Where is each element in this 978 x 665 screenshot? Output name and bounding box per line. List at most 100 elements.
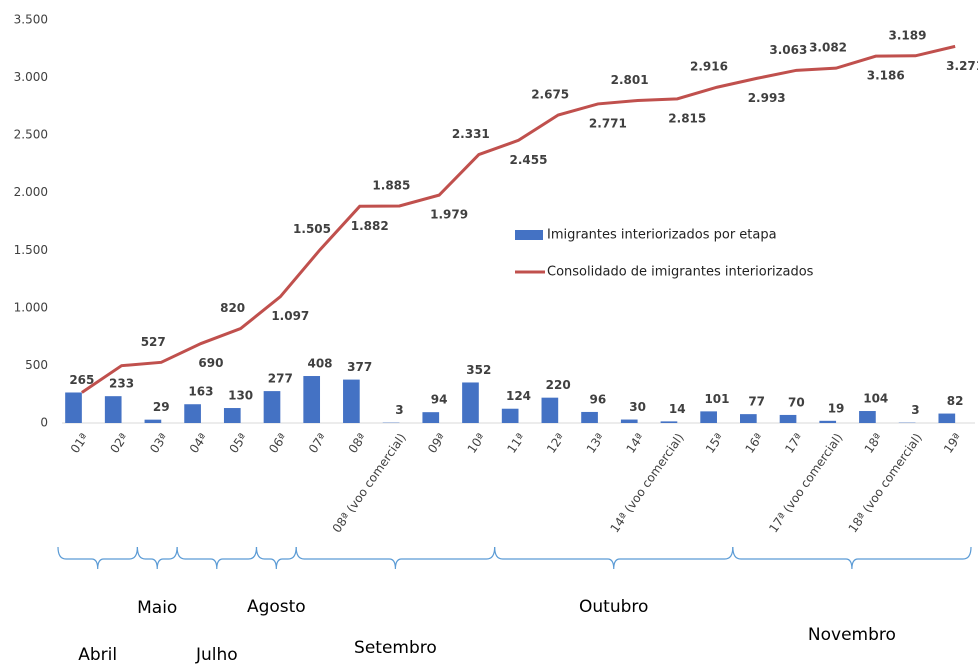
x-tick-group: 11ª <box>504 431 527 456</box>
line-label: 527 <box>141 335 166 349</box>
x-tick-label: 08ª <box>346 431 369 456</box>
bar-label: 94 <box>431 393 448 407</box>
y-tick-label: 3.500 <box>14 13 48 27</box>
x-tick-group: 17ª (voo comercial) <box>766 431 845 536</box>
x-tick-group: 04ª <box>187 431 210 456</box>
bar-label: 265 <box>69 373 94 387</box>
bar-label: 408 <box>307 357 332 371</box>
x-tick-label: 09ª <box>425 431 448 456</box>
x-tick-group: 06ª <box>266 431 289 456</box>
y-tick-label: 2.500 <box>14 128 48 142</box>
x-tick-label: 07ª <box>306 431 329 456</box>
group-label: Maio <box>137 598 177 618</box>
x-tick-label: 06ª <box>266 431 289 456</box>
line-label: 2.455 <box>510 153 548 167</box>
x-tick-label: 01ª <box>68 431 91 456</box>
x-tick-label: 12ª <box>544 431 567 456</box>
bar <box>700 411 717 423</box>
bar <box>620 419 638 423</box>
bar-label: 96 <box>590 392 607 406</box>
y-tick-label: 500 <box>25 358 48 372</box>
x-tick-label: 14ª <box>623 431 646 456</box>
bar <box>581 411 598 423</box>
x-tick-label: 08ª (voo comercial) <box>330 431 409 536</box>
x-tick-group: 01ª <box>68 431 91 456</box>
x-tick-group: 02ª <box>107 431 130 456</box>
group-label: Abril <box>78 645 117 665</box>
x-tick-group: 08ª <box>346 431 369 456</box>
line-label: 3.271 <box>946 59 978 73</box>
bar-label: 30 <box>629 400 646 414</box>
legend-swatch <box>515 230 543 240</box>
x-tick-group: 08ª (voo comercial) <box>330 431 409 536</box>
x-tick-label: 14ª (voo comercial) <box>607 431 686 536</box>
bar <box>819 420 837 423</box>
line <box>81 44 956 394</box>
y-tick-label: 2.000 <box>14 185 48 199</box>
line-label: 1.097 <box>271 309 309 323</box>
line-label: 2.993 <box>748 91 786 105</box>
group-brace <box>176 546 258 570</box>
bar <box>660 421 678 423</box>
line-label: 2.801 <box>611 73 649 87</box>
x-tick-group: 14ª (voo comercial) <box>607 431 686 536</box>
bar <box>422 412 440 423</box>
line-label: 2.771 <box>589 116 627 130</box>
x-tick-group: 19ª <box>941 431 964 456</box>
x-tick-label: 04ª <box>187 431 210 456</box>
x-tick-label: 17ª <box>782 431 805 456</box>
x-tick-label: 02ª <box>107 431 130 456</box>
x-tick-group: 07ª <box>306 431 329 456</box>
bar <box>144 419 162 423</box>
group-brace <box>732 546 972 570</box>
group-brace <box>57 546 138 570</box>
bar <box>343 379 360 423</box>
x-tick-label: 13ª <box>584 431 607 456</box>
bar-label: 277 <box>268 372 293 386</box>
line-label: 690 <box>198 356 223 370</box>
x-tick-label: 15ª <box>703 431 726 456</box>
y-tick-label: 1.500 <box>14 243 48 257</box>
bar <box>501 408 519 423</box>
bar <box>541 397 559 423</box>
x-tick-group: 15ª <box>703 431 726 456</box>
x-tick-group: 05ª <box>226 431 249 456</box>
legend-label: Consolidado de imigrantes interiorizados <box>547 265 814 280</box>
line-label: 3.186 <box>867 69 905 83</box>
line-label: 2.331 <box>452 127 490 141</box>
bar-label: 220 <box>546 378 571 392</box>
bar <box>740 414 757 423</box>
x-tick-label: 19ª <box>941 431 964 456</box>
bar-label: 130 <box>228 389 253 403</box>
group-label: Outubro <box>579 597 648 617</box>
x-tick-group: 17ª <box>782 431 805 456</box>
bar-label: 352 <box>466 363 491 377</box>
x-tick-group: 12ª <box>544 431 567 456</box>
line-label: 3.082 <box>809 41 847 55</box>
x-tick-group: 14ª <box>623 431 646 456</box>
bar-label: 163 <box>188 385 213 399</box>
x-tick-group: 16ª <box>743 431 766 456</box>
bar-label: 104 <box>863 392 888 406</box>
x-tick-group: 09ª <box>425 431 448 456</box>
bar <box>104 396 122 423</box>
x-tick-label: 18ª <box>862 431 885 456</box>
x-tick-label: 11ª <box>504 431 527 456</box>
x-tick-group: 10ª <box>465 431 488 456</box>
bar-label: 77 <box>748 395 765 409</box>
x-tick-group: 03ª <box>147 431 170 456</box>
bar-label: 82 <box>947 394 964 408</box>
legend-label: Imigrantes interiorizados por etapa <box>547 228 777 243</box>
group-label: Julho <box>195 645 238 665</box>
group-brace <box>136 546 178 570</box>
y-tick-label: 1.000 <box>14 300 48 314</box>
x-tick-group: 13ª <box>584 431 607 456</box>
x-tick-label: 16ª <box>743 431 766 456</box>
x-tick-label: 17ª (voo comercial) <box>766 431 845 536</box>
bar <box>938 413 956 423</box>
bar <box>779 414 797 423</box>
bar-label: 3 <box>911 403 919 417</box>
bar-label: 101 <box>704 392 729 406</box>
group-label: Agosto <box>247 597 306 617</box>
bar-label: 70 <box>788 395 805 409</box>
